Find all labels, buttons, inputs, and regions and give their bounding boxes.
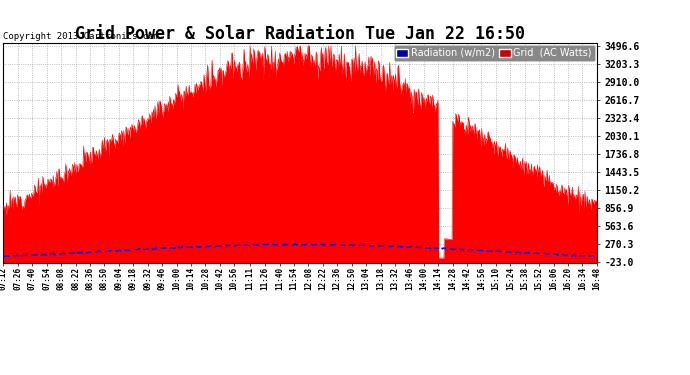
Title: Grid Power & Solar Radiation Tue Jan 22 16:50: Grid Power & Solar Radiation Tue Jan 22 … bbox=[75, 25, 525, 43]
Legend: Radiation (w/m2), Grid  (AC Watts): Radiation (w/m2), Grid (AC Watts) bbox=[393, 45, 595, 61]
Text: Copyright 2013 Cartronics.com: Copyright 2013 Cartronics.com bbox=[3, 32, 159, 41]
